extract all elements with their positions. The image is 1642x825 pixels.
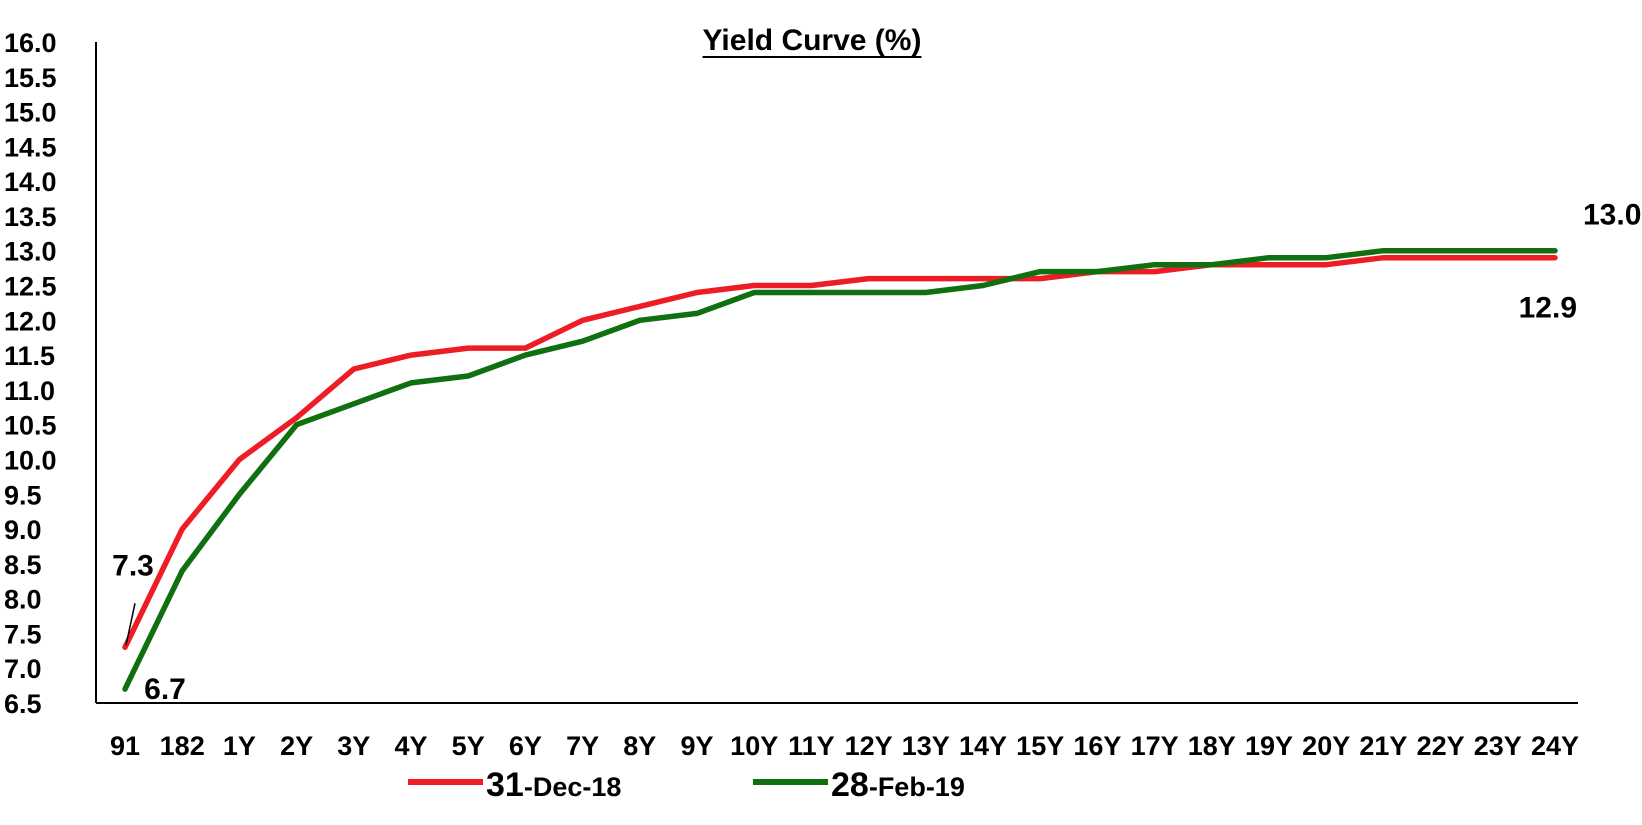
data-label: 7.3 bbox=[112, 549, 154, 582]
y-axis: 6.5 7.0 7.5 8.0 8.5 9.0 9.5 10.0 10.5 11.0 11.5 12.… bbox=[4, 28, 97, 719]
y-tick-label: 10.5 bbox=[4, 411, 57, 441]
y-tick-label: 13.5 bbox=[4, 202, 57, 232]
y-tick-label: 14.5 bbox=[4, 132, 57, 162]
x-tick-label: 23Y bbox=[1474, 731, 1522, 761]
x-tick-label: 19Y bbox=[1245, 731, 1293, 761]
x-tick-label: 14Y bbox=[959, 731, 1007, 761]
x-tick-label: 13Y bbox=[902, 731, 950, 761]
x-tick-label: 20Y bbox=[1302, 731, 1350, 761]
x-tick-label: 15Y bbox=[1016, 731, 1064, 761]
data-label: 6.7 bbox=[144, 673, 186, 706]
legend-label: 31-Dec-18 bbox=[486, 766, 621, 804]
x-tick-label: 21Y bbox=[1359, 731, 1407, 761]
legend-label-suffix: -Feb-19 bbox=[869, 772, 965, 802]
y-tick-label: 8.0 bbox=[4, 585, 42, 615]
x-tick-label: 17Y bbox=[1131, 731, 1179, 761]
legend-item-2: 28-Feb-19 bbox=[753, 766, 965, 804]
x-tick-label: 18Y bbox=[1188, 731, 1236, 761]
y-tick-label: 12.0 bbox=[4, 306, 57, 336]
legend: 31-Dec-18 28-Feb-19 bbox=[408, 766, 965, 804]
x-tick-label: 11Y bbox=[788, 731, 835, 761]
y-tick-label: 6.5 bbox=[4, 689, 42, 719]
legend-label-main: 31 bbox=[486, 766, 524, 804]
x-tick-label: 1Y bbox=[223, 731, 256, 761]
y-tick-label: 12.5 bbox=[4, 272, 57, 302]
legend-label: 28-Feb-19 bbox=[831, 766, 965, 804]
series-line-2 bbox=[122, 247, 1558, 692]
legend-item-1: 31-Dec-18 bbox=[408, 766, 621, 804]
x-tick-label: 8Y bbox=[623, 731, 656, 761]
x-tick-label: 9Y bbox=[680, 731, 713, 761]
y-tick-label: 14.0 bbox=[4, 167, 57, 197]
x-tick-label: 16Y bbox=[1073, 731, 1121, 761]
x-axis: 91 182 1Y 2Y 3Y 4Y 5Y 6Y 7Y 8Y 9Y 10Y 11Y 12Y 13Y 14Y 15… bbox=[96, 702, 1579, 761]
y-tick-label: 11.0 bbox=[4, 376, 55, 406]
data-label-leader-line bbox=[125, 603, 136, 646]
y-tick-label: 16.0 bbox=[4, 28, 57, 58]
data-label: 13.0 bbox=[1583, 199, 1641, 232]
x-tick-label: 6Y bbox=[509, 731, 542, 761]
x-tick-label: 12Y bbox=[845, 731, 893, 761]
x-tick-label: 91 bbox=[110, 731, 140, 761]
y-tick-label: 8.5 bbox=[4, 550, 42, 580]
x-tick-label: 24Y bbox=[1531, 731, 1579, 761]
series-line-1 bbox=[122, 254, 1558, 651]
y-tick-label: 9.0 bbox=[4, 515, 42, 545]
x-tick-label: 10Y bbox=[730, 731, 778, 761]
x-tick-label: 7Y bbox=[566, 731, 599, 761]
y-tick-label: 15.5 bbox=[4, 63, 57, 93]
x-tick-label: 5Y bbox=[452, 731, 485, 761]
legend-label-main: 28 bbox=[831, 766, 869, 804]
y-tick-label: 7.0 bbox=[4, 654, 42, 684]
y-tick-label: 11.5 bbox=[4, 341, 55, 371]
legend-label-suffix: -Dec-18 bbox=[524, 772, 622, 802]
chart-title-group: Yield Curve (%) bbox=[702, 24, 922, 58]
x-tick-label: 22Y bbox=[1417, 731, 1465, 761]
y-tick-label: 15.0 bbox=[4, 98, 57, 128]
data-labels: 7.3 6.7 13.0 12.9 bbox=[112, 199, 1641, 706]
x-tick-label: 182 bbox=[160, 731, 205, 761]
series-lines bbox=[122, 247, 1558, 692]
data-label: 12.9 bbox=[1519, 292, 1577, 325]
x-tick-label: 4Y bbox=[394, 731, 427, 761]
y-tick-label: 7.5 bbox=[4, 619, 42, 649]
y-tick-label: 9.5 bbox=[4, 480, 42, 510]
y-tick-label: 10.0 bbox=[4, 445, 57, 475]
x-tick-label: 2Y bbox=[280, 731, 313, 761]
y-tick-label: 13.0 bbox=[4, 237, 57, 267]
x-tick-label: 3Y bbox=[337, 731, 370, 761]
chart-title: Yield Curve (%) bbox=[703, 24, 922, 57]
